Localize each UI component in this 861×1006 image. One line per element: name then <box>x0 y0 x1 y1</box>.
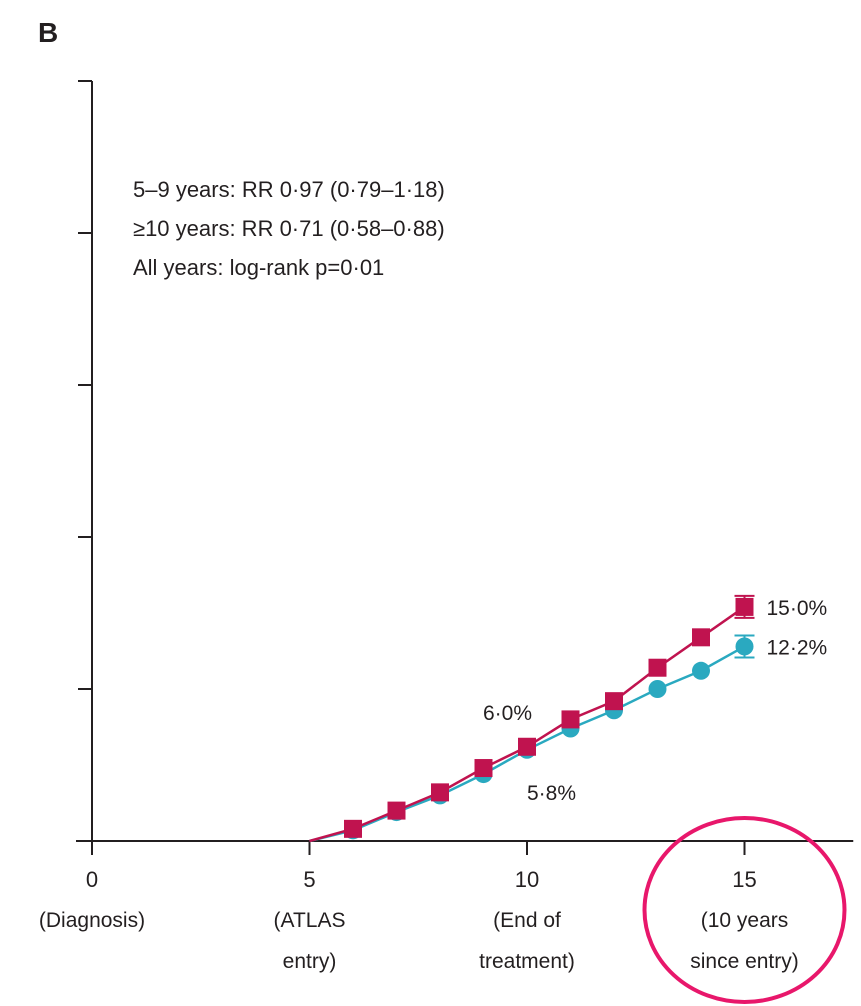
x-tick-label: 0 <box>86 867 98 892</box>
x-tick-sublabel: (Diagnosis) <box>39 909 145 932</box>
x-tick-labels: 0 (Diagnosis) 5 (ATLAS entry) 10 (End of treatm… <box>39 867 799 973</box>
x-tick-sublabel: (ATLAS <box>274 909 346 932</box>
data-point-square <box>605 692 623 711</box>
x-tick-sublabel: treatment) <box>479 950 575 973</box>
x-tick-sublabel: (End of <box>493 909 561 932</box>
series-end-label: 12·2% <box>767 636 828 659</box>
data-point-square <box>344 819 362 838</box>
data-point-square <box>561 710 580 729</box>
point-value-label: 6·0% <box>483 702 532 725</box>
data-point-square <box>692 628 710 647</box>
data-point-square <box>431 783 449 802</box>
panel-label: B <box>38 17 58 48</box>
x-tick-label: 10 <box>515 867 539 892</box>
labels-layer: 15·0% 6·0% 12·2% 5·8% <box>483 597 827 805</box>
data-point-square <box>474 759 493 778</box>
point-value-label: 5·8% <box>527 782 576 805</box>
annotation-line: ≥10 years: RR 0·71 (0·58–0·88) <box>133 216 445 241</box>
series-end-label: 15·0% <box>767 597 828 620</box>
annotation-line: All years: log-rank p=0·01 <box>133 255 384 280</box>
x-tick-sublabel: since entry) <box>690 950 799 973</box>
data-point-square <box>387 801 406 820</box>
highlight-circle <box>642 816 847 1004</box>
data-point-circle <box>648 680 667 698</box>
data-point-square <box>518 737 536 756</box>
annotation-line: 5–9 years: RR 0·97 (0·79–1·18) <box>133 177 445 202</box>
data-point-square <box>648 658 667 677</box>
x-tick-label: 15 <box>732 867 756 892</box>
x-tick-sublabel: (10 years <box>701 909 789 932</box>
x-tick-sublabel: entry) <box>283 950 337 973</box>
annotation-block: 5–9 years: RR 0·97 (0·79–1·18) ≥10 years… <box>133 177 445 280</box>
data-point-circle <box>692 661 710 680</box>
axes <box>76 80 854 855</box>
x-tick-label: 5 <box>303 867 315 892</box>
series-layer <box>309 594 755 843</box>
